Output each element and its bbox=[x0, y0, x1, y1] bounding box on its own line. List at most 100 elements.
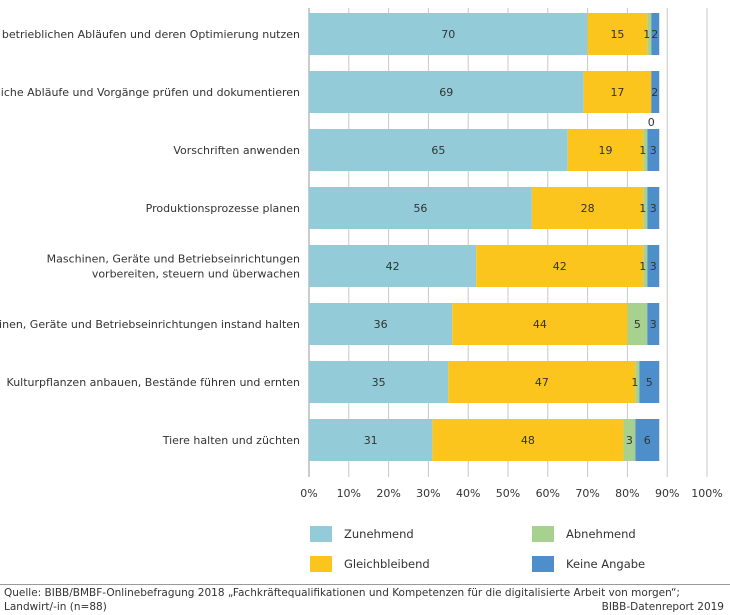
category-label: Maschinen, Geräte und Betriebseinrichtun… bbox=[0, 318, 300, 331]
data-label-abnehmend: 1 bbox=[639, 260, 646, 273]
bar-zunehmend bbox=[309, 303, 453, 345]
legend-swatch-abnehmend bbox=[532, 526, 554, 542]
bar-zunehmend bbox=[309, 187, 532, 229]
x-tick-label: 0% bbox=[300, 487, 317, 500]
x-tick-label: 90% bbox=[655, 487, 679, 500]
category-label: Maschinen, Geräte und Betriebseinrichtun… bbox=[47, 253, 300, 266]
data-label-abnehmend: 0 bbox=[648, 116, 655, 129]
bar-gleichbleibend bbox=[452, 303, 628, 345]
data-label-keine-angabe: 3 bbox=[650, 144, 657, 157]
bar-keine-angabe bbox=[647, 303, 660, 345]
x-tick-label: 30% bbox=[416, 487, 440, 500]
legend-label-zunehmend: Zunehmend bbox=[344, 527, 414, 541]
category-label: Vorschriften anwenden bbox=[173, 144, 300, 157]
bar-abnehmend bbox=[623, 419, 636, 461]
bar-keine-angabe bbox=[647, 129, 660, 171]
category-label: Produktionsprozesse planen bbox=[146, 202, 300, 215]
bar-abnehmend bbox=[643, 245, 648, 287]
bar-abnehmend bbox=[643, 187, 648, 229]
data-label-abnehmend: 1 bbox=[639, 202, 646, 215]
bar-gleichbleibend bbox=[583, 71, 652, 113]
source-line-2: Landwirt/-in (n=88) bbox=[4, 601, 107, 613]
data-label-zunehmend: 56 bbox=[413, 202, 427, 215]
data-label-zunehmend: 42 bbox=[386, 260, 400, 273]
bar-keine-angabe bbox=[639, 361, 660, 403]
x-tick-label: 10% bbox=[337, 487, 361, 500]
legend-item-gleichbleibend: Gleichbleibend bbox=[310, 556, 430, 572]
x-tick-label: 20% bbox=[376, 487, 400, 500]
bar-keine-angabe bbox=[651, 13, 660, 55]
legend-swatch-zunehmend bbox=[310, 526, 332, 542]
legend-swatch-keine-angabe bbox=[532, 556, 554, 572]
data-label-keine-angabe: 5 bbox=[646, 376, 653, 389]
bar-keine-angabe bbox=[635, 419, 660, 461]
data-label-abnehmend: 1 bbox=[643, 28, 650, 41]
data-label-zunehmend: 36 bbox=[374, 318, 388, 331]
bar-gleichbleibend bbox=[432, 419, 624, 461]
data-label-zunehmend: 70 bbox=[441, 28, 455, 41]
category-label: vorbereiten, steuern und überwachen bbox=[92, 268, 300, 281]
category-label: Daten zu betrieblichen Abläufen und dere… bbox=[0, 28, 300, 41]
bar-keine-angabe bbox=[651, 71, 660, 113]
category-label: Kulturpflanzen anbauen, Bestände führen … bbox=[7, 376, 300, 389]
data-label-gleichbleibend: 15 bbox=[610, 28, 624, 41]
data-label-keine-angabe: 2 bbox=[651, 28, 658, 41]
data-label-zunehmend: 69 bbox=[439, 86, 453, 99]
legend-swatch-gleichbleibend bbox=[310, 556, 332, 572]
bar-abnehmend bbox=[643, 129, 648, 171]
legend-item-keine-angabe: Keine Angabe bbox=[532, 556, 645, 572]
footer-divider bbox=[0, 584, 730, 585]
credit: BIBB-Datenreport 2019 bbox=[601, 601, 724, 613]
bar-zunehmend bbox=[309, 419, 433, 461]
source-line-1: Quelle: BIBB/BMBF-Onlinebefragung 2018 „… bbox=[4, 587, 680, 599]
legend-label-abnehmend: Abnehmend bbox=[566, 527, 636, 541]
bar-keine-angabe bbox=[647, 187, 660, 229]
bar-zunehmend bbox=[309, 13, 588, 55]
bar-zunehmend bbox=[309, 129, 568, 171]
data-label-gleichbleibend: 28 bbox=[581, 202, 595, 215]
bar-gleichbleibend bbox=[448, 361, 636, 403]
data-label-abnehmend: 1 bbox=[639, 144, 646, 157]
legend-item-zunehmend: Zunehmend bbox=[310, 526, 414, 542]
bar-keine-angabe bbox=[647, 245, 660, 287]
data-label-gleichbleibend: 48 bbox=[521, 434, 535, 447]
legend-label-keine-angabe: Keine Angabe bbox=[566, 557, 646, 571]
data-label-zunehmend: 65 bbox=[431, 144, 445, 157]
data-label-keine-angabe: 3 bbox=[650, 318, 657, 331]
bar-gleichbleibend bbox=[567, 129, 644, 171]
x-tick-label: 70% bbox=[575, 487, 599, 500]
legend-item-abnehmend: Abnehmend bbox=[532, 526, 636, 542]
data-label-keine-angabe: 6 bbox=[644, 434, 651, 447]
bar-zunehmend bbox=[309, 361, 449, 403]
data-label-gleichbleibend: 19 bbox=[599, 144, 613, 157]
data-label-gleichbleibend: 17 bbox=[610, 86, 624, 99]
x-tick-label: 100% bbox=[691, 487, 722, 500]
x-tick-label: 40% bbox=[456, 487, 480, 500]
data-label-abnehmend: 5 bbox=[634, 318, 641, 331]
data-label-zunehmend: 31 bbox=[364, 434, 378, 447]
data-label-gleichbleibend: 47 bbox=[535, 376, 549, 389]
category-label: Betriebliche Abläufe und Vorgänge prüfen… bbox=[0, 86, 300, 99]
bar-abnehmend bbox=[635, 361, 640, 403]
data-label-keine-angabe: 3 bbox=[650, 260, 657, 273]
bar-gleichbleibend bbox=[587, 13, 648, 55]
category-label: Tiere halten und züchten bbox=[162, 434, 300, 447]
source-note: Quelle: BIBB/BMBF-Onlinebefragung 2018 „… bbox=[4, 586, 680, 614]
x-tick-label: 50% bbox=[496, 487, 520, 500]
data-label-abnehmend: 1 bbox=[631, 376, 638, 389]
data-label-zunehmend: 35 bbox=[372, 376, 386, 389]
data-label-keine-angabe: 3 bbox=[650, 202, 657, 215]
bar-abnehmend bbox=[627, 303, 648, 345]
bar-gleichbleibend bbox=[476, 245, 644, 287]
data-label-gleichbleibend: 44 bbox=[533, 318, 547, 331]
bar-gleichbleibend bbox=[531, 187, 644, 229]
bar-zunehmend bbox=[309, 71, 584, 113]
legend-label-gleichbleibend: Gleichbleibend bbox=[344, 557, 430, 571]
x-tick-label: 80% bbox=[615, 487, 639, 500]
x-tick-label: 60% bbox=[536, 487, 560, 500]
data-label-abnehmend: 3 bbox=[626, 434, 633, 447]
bar-zunehmend bbox=[309, 245, 477, 287]
data-label-keine-angabe: 2 bbox=[651, 86, 658, 99]
stacked-bar-chart: Daten zu betrieblichen Abläufen und dere… bbox=[0, 8, 723, 500]
data-label-gleichbleibend: 42 bbox=[553, 260, 567, 273]
